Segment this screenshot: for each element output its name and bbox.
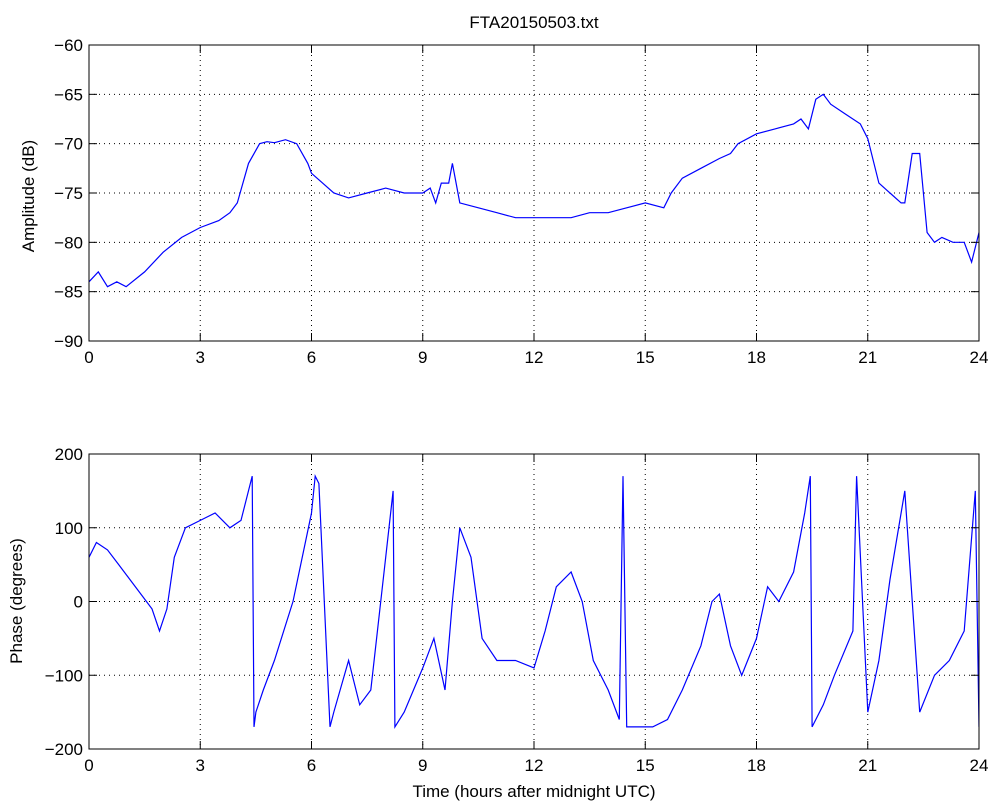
amplitude-x-tick-label: 15	[636, 348, 655, 367]
phase-y-tick-label: 100	[55, 519, 83, 538]
amplitude-y-tick-label: −65	[54, 85, 83, 104]
phase-y-tick-label: −200	[45, 740, 83, 759]
amplitude-y-tick-label: −75	[54, 184, 83, 203]
amplitude-x-tick-label: 6	[307, 348, 316, 367]
amplitude-panel: 0 3 6 9 12 15 18 21 24 −90 −85 −80 −75 −70 −65 −60	[54, 36, 988, 367]
phase-series-line-0	[89, 473, 979, 729]
phase-x-tick-label: 3	[196, 756, 205, 775]
amplitude-series-line-0	[89, 93, 979, 288]
amplitude-x-tick-label: 21	[858, 348, 877, 367]
chart-title: FTA20150503.txt	[469, 13, 598, 32]
amplitude-y-tick-label: −60	[54, 36, 83, 55]
phase-x-tick-label: 15	[636, 756, 655, 775]
amplitude-x-tick-label: 0	[84, 348, 93, 367]
phase-y-tick-label: −100	[45, 666, 83, 685]
phase-y-axis-label: Phase (degrees)	[7, 538, 26, 664]
phase-x-tick-label: 0	[84, 756, 93, 775]
amplitude-x-tick-label: 12	[525, 348, 544, 367]
phase-x-tick-label: 6	[307, 756, 316, 775]
phase-x-axis-label: Time (hours after midnight UTC)	[412, 782, 655, 801]
amplitude-y-tick-label: −80	[54, 233, 83, 252]
phase-x-tick-label: 24	[970, 756, 989, 775]
amplitude-x-tick-label: 3	[196, 348, 205, 367]
amplitude-y-tick-label: −90	[54, 332, 83, 351]
phase-x-tick-label: 9	[418, 756, 427, 775]
amplitude-y-tick-label: −70	[54, 135, 83, 154]
phase-x-tick-label: 12	[525, 756, 544, 775]
phase-y-tick-label: 0	[74, 593, 83, 612]
amplitude-y-tick-label: −85	[54, 283, 83, 302]
phase-x-tick-label: 21	[858, 756, 877, 775]
amplitude-x-tick-label: 24	[970, 348, 989, 367]
phase-x-tick-label: 18	[747, 756, 766, 775]
amplitude-x-tick-label: 18	[747, 348, 766, 367]
phase-panel: 0 3 6 9 12 15 18 21 24 −200 −100 0 100 200	[45, 445, 989, 775]
amplitude-x-tick-label: 9	[418, 348, 427, 367]
phase-y-tick-label: 200	[55, 445, 83, 464]
amplitude-y-axis-label: Amplitude (dB)	[19, 140, 38, 252]
